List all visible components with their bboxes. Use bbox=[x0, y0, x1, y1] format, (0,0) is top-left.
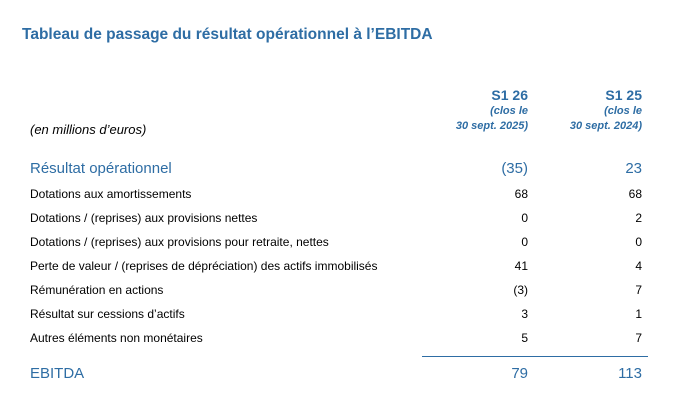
row-perte-de-valeur: Perte de valeur / (reprises de dépréciat… bbox=[30, 257, 642, 275]
row-value-s1-26: 0 bbox=[521, 235, 528, 249]
column-subtitle-line2: 30 sept. 2024) bbox=[569, 120, 642, 132]
row-autres-elements: Autres éléments non monétaires 5 7 bbox=[30, 329, 642, 347]
row-label: Rémunération en actions bbox=[30, 283, 164, 297]
row-value-s1-26: 0 bbox=[521, 211, 528, 225]
column-subtitle-line1: (clos le bbox=[604, 105, 642, 117]
row-label: Résultat sur cessions d’actifs bbox=[30, 307, 185, 321]
row-label: Perte de valeur / (reprises de dépréciat… bbox=[30, 259, 378, 273]
row-value-s1-25: 0 bbox=[635, 235, 642, 249]
row-resultat-operationnel: Résultat opérationnel (35) 23 bbox=[30, 160, 642, 178]
row-provisions-nettes: Dotations / (reprises) aux provisions ne… bbox=[30, 209, 642, 227]
row-value-s1-25: 7 bbox=[635, 283, 642, 297]
row-value-s1-26: (35) bbox=[501, 160, 528, 177]
row-value-s1-26: 41 bbox=[514, 259, 528, 273]
row-value-s1-25: 4 bbox=[635, 259, 642, 273]
row-cessions-actifs: Résultat sur cessions d’actifs 3 1 bbox=[30, 305, 642, 323]
row-value-s1-25: 23 bbox=[625, 160, 642, 177]
row-value-s1-25: 1 bbox=[635, 307, 642, 321]
column-header-s1-26: S1 26 (clos le 30 sept. 2025) bbox=[456, 86, 528, 134]
row-label: Dotations / (reprises) aux provisions po… bbox=[30, 235, 329, 249]
row-ebitda: EBITDA 79 113 bbox=[30, 365, 642, 383]
row-label: Dotations / (reprises) aux provisions ne… bbox=[30, 211, 258, 225]
column-header-s1-25: S1 25 (clos le 30 sept. 2024) bbox=[570, 86, 642, 134]
row-value-s1-26: 3 bbox=[521, 307, 528, 321]
column-subtitle-line2: 30 sept. 2025) bbox=[455, 120, 528, 132]
row-value-s1-26: 5 bbox=[521, 331, 528, 345]
table-title: Tableau de passage du résultat opération… bbox=[22, 26, 433, 43]
row-value-s1-26: 68 bbox=[514, 187, 528, 201]
row-value-s1-25: 113 bbox=[618, 365, 642, 382]
column-period: S1 25 bbox=[605, 87, 642, 103]
unit-label: (en millions d’euros) bbox=[30, 122, 147, 137]
row-label: Dotations aux amortissements bbox=[30, 187, 192, 201]
row-value-s1-25: 68 bbox=[628, 187, 642, 201]
total-divider bbox=[422, 356, 648, 357]
row-label: Autres éléments non monétaires bbox=[30, 331, 203, 345]
row-value-s1-26: 79 bbox=[511, 365, 528, 382]
row-label: EBITDA bbox=[30, 365, 85, 382]
row-provisions-retraite: Dotations / (reprises) aux provisions po… bbox=[30, 233, 642, 251]
row-value-s1-26: (3) bbox=[513, 283, 528, 297]
column-period: S1 26 bbox=[491, 87, 528, 103]
row-value-s1-25: 7 bbox=[635, 331, 642, 345]
row-dotations-amortissements: Dotations aux amortissements 68 68 bbox=[30, 185, 642, 203]
row-value-s1-25: 2 bbox=[635, 211, 642, 225]
row-remuneration-actions: Rémunération en actions (3) 7 bbox=[30, 281, 642, 299]
column-subtitle-line1: (clos le bbox=[490, 105, 528, 117]
row-label: Résultat opérationnel bbox=[30, 160, 172, 177]
